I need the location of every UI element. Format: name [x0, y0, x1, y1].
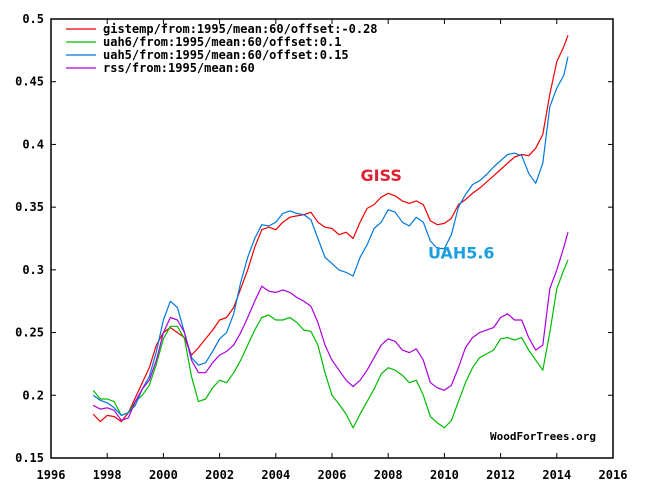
x-tick-label: 1996: [37, 468, 66, 482]
annotation-label: UAH5.6: [428, 244, 495, 263]
x-tick-label: 2004: [261, 468, 290, 482]
annotation-label: GISS: [360, 166, 401, 185]
annotations: GISS UAH5.6: [360, 166, 494, 263]
x-axis: 1996 1998 2000 2002 2004 2006 2008 2010 2012 2014…: [37, 19, 628, 482]
x-tick-label: 2014: [542, 468, 571, 482]
y-tick-label: 0.15: [15, 451, 44, 465]
series-line-1: [92, 259, 569, 429]
series-line-0: [92, 35, 569, 423]
x-tick-label: 2006: [318, 468, 347, 482]
x-tick-label: 2010: [430, 468, 459, 482]
legend-label: uah5/from:1995/mean:60/offset:0.15: [103, 48, 349, 62]
series-lines: [92, 35, 569, 429]
x-tick-label: 2016: [599, 468, 628, 482]
x-tick-label: 2008: [374, 468, 403, 482]
legend: gistemp/from:1995/mean:60/offset:-0.28ua…: [66, 22, 378, 75]
legend-label: rss/from:1995/mean:60: [103, 61, 255, 75]
x-tick-label: 2012: [486, 468, 515, 482]
x-tick-label: 1998: [93, 468, 122, 482]
y-tick-label: 0.5: [22, 12, 44, 26]
y-tick-label: 0.2: [22, 388, 44, 402]
y-tick-label: 0.35: [15, 200, 44, 214]
y-axis: 0.5 0.45 0.4 0.35 0.3 0.25 0.2 0.15: [15, 12, 613, 465]
x-tick-label: 2002: [205, 468, 234, 482]
legend-label: gistemp/from:1995/mean:60/offset:-0.28: [103, 22, 378, 36]
plot-frame: [50, 18, 614, 459]
y-tick-label: 0.3: [22, 263, 44, 277]
y-tick-label: 0.45: [15, 75, 44, 89]
y-tick-label: 0.25: [15, 326, 44, 340]
series-line-2: [92, 56, 569, 416]
series-line-3: [92, 232, 569, 421]
legend-label: uah6/from:1995/mean:60/offset:0.1: [103, 35, 341, 49]
credit-label: WoodForTrees.org: [490, 430, 596, 443]
x-tick-label: 2000: [149, 468, 178, 482]
y-tick-label: 0.4: [22, 137, 44, 151]
